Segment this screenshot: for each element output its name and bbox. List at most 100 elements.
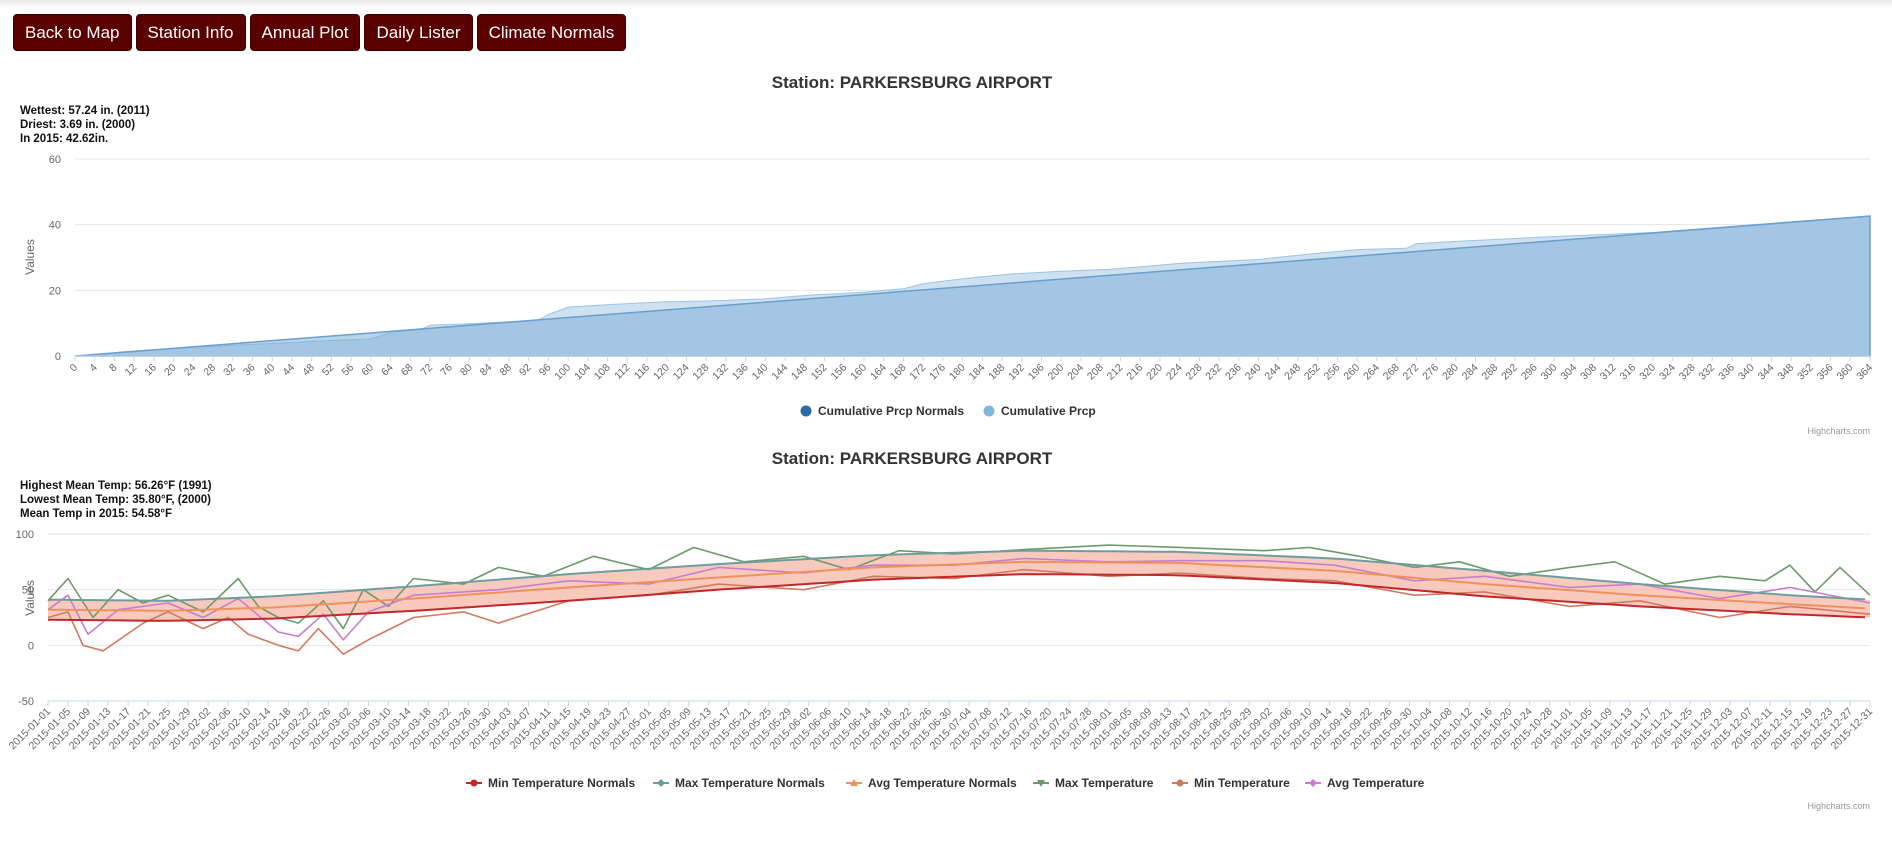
temperature-chart: Station: PARKERSBURG AIRPORT Highest Mea… xyxy=(7,449,1876,811)
station-info-button[interactable]: Station Info xyxy=(135,14,246,51)
avg-temperature-normals-line[interactable] xyxy=(47,560,1866,612)
y-axis-ticks: -50 0 50 100 xyxy=(16,529,34,708)
x-tick-label: 224 xyxy=(1164,362,1185,383)
x-tick-label: 312 xyxy=(1598,362,1619,383)
x-tick-label: 44 xyxy=(280,362,297,379)
legend-item-max-temperature[interactable]: Max Temperature xyxy=(1033,776,1154,790)
legend-marker xyxy=(657,779,665,787)
x-tick-label: 236 xyxy=(1223,362,1244,383)
legend-marker xyxy=(1176,779,1184,787)
x-tick-label: 112 xyxy=(612,362,632,382)
x-tick-label: 260 xyxy=(1341,362,1362,383)
y-axis-label: Values xyxy=(23,580,37,616)
x-tick-label: 176 xyxy=(927,362,948,383)
x-tick-label: 148 xyxy=(789,362,810,383)
x-tick-label: 124 xyxy=(671,362,692,383)
credit-link[interactable]: Highcharts.com xyxy=(1807,801,1870,811)
x-tick-label: 20 xyxy=(162,362,179,379)
legend-item-cumulative-prcp-normals[interactable]: Cumulative Prcp Normals xyxy=(800,404,965,418)
annotation-wettest: Wettest: 57.24 in. (2011) xyxy=(20,105,150,117)
legend-item-max-temperature-normals[interactable]: Max Temperature Normals xyxy=(653,776,825,790)
climate-normals-button[interactable]: Climate Normals xyxy=(476,14,627,51)
x-tick-label: 252 xyxy=(1302,362,1323,383)
x-tick-label: 132 xyxy=(710,362,731,383)
legend-item-avg-temperature-normals[interactable]: Avg Temperature Normals xyxy=(846,776,1017,790)
legend-label: Min Temperature xyxy=(1194,776,1290,790)
y-tick-label: 40 xyxy=(49,220,61,232)
x-tick-label: 272 xyxy=(1401,362,1422,383)
x-tick-label: 120 xyxy=(651,362,672,383)
y-axis-ticks: 0 20 40 60 xyxy=(49,154,61,363)
x-tick-label: 228 xyxy=(1184,362,1205,383)
legend-item-min-temperature-normals[interactable]: Min Temperature Normals xyxy=(466,776,635,790)
x-tick-label: 28 xyxy=(201,362,218,379)
annotation-current-year: In 2015: 42.62in. xyxy=(20,133,108,145)
annotation-lowest-mean: Lowest Mean Temp: 35.80°F, (2000) xyxy=(20,494,211,506)
x-tick-label: 32 xyxy=(221,362,238,379)
legend-label: Avg Temperature xyxy=(1327,776,1425,790)
x-tick-label: 360 xyxy=(1835,362,1856,383)
x-tick-label: 280 xyxy=(1440,362,1461,383)
annotation-driest: Driest: 3.69 in. (2000) xyxy=(20,119,135,131)
precipitation-chart: Station: PARKERSBURG AIRPORT Wettest: 57… xyxy=(20,73,1875,436)
x-tick-label: 344 xyxy=(1756,362,1777,383)
x-axis-ticks: 2015-01-012015-01-052015-01-092015-01-13… xyxy=(7,701,1875,752)
x-tick-label: 232 xyxy=(1203,362,1224,383)
legend-item-avg-temperature[interactable]: Avg Temperature xyxy=(1305,776,1425,790)
legend-item-min-temperature[interactable]: Min Temperature xyxy=(1172,776,1290,790)
x-tick-label: 180 xyxy=(947,362,968,383)
legend-label: Cumulative Prcp Normals xyxy=(818,404,964,418)
x-tick-label: 352 xyxy=(1795,362,1816,383)
legend-marker xyxy=(983,405,995,417)
annual-plot-button[interactable]: Annual Plot xyxy=(249,14,361,51)
x-tick-label: 64 xyxy=(379,362,396,379)
y-tick-label: 0 xyxy=(55,351,61,363)
x-tick-label: 200 xyxy=(1046,362,1067,383)
back-to-map-button[interactable]: Back to Map xyxy=(13,14,132,51)
x-tick-label: 204 xyxy=(1065,362,1086,383)
x-axis-ticks: 0 4 8 12 16 20 24 28 32 36 40 44 48 52 56 60 64 68 72 76 80 8… xyxy=(68,356,1875,383)
daily-lister-button[interactable]: Daily Lister xyxy=(364,14,473,51)
x-tick-label: 284 xyxy=(1460,362,1481,383)
y-tick-label: 0 xyxy=(28,640,34,652)
x-tick-label: 304 xyxy=(1558,362,1579,383)
x-tick-label: 324 xyxy=(1657,362,1678,383)
cumulative-prcp-normals-area[interactable] xyxy=(74,215,1871,357)
nav-bar: Back to Map Station Info Annual Plot Dai… xyxy=(13,14,627,51)
chart-title: Station: PARKERSBURG AIRPORT xyxy=(772,449,1053,468)
x-tick-label: 240 xyxy=(1243,362,1264,383)
top-shadow xyxy=(0,0,1892,8)
x-tick-label: 276 xyxy=(1420,362,1441,383)
x-tick-label: 24 xyxy=(182,362,199,379)
y-axis-label: Values xyxy=(23,239,37,275)
x-tick-label: 52 xyxy=(320,362,337,379)
x-tick-label: 16 xyxy=(142,362,159,379)
x-tick-label: 80 xyxy=(458,362,475,379)
legend-marker xyxy=(800,405,812,417)
legend-item-cumulative-prcp[interactable]: Cumulative Prcp xyxy=(983,404,1096,418)
credit-link[interactable]: Highcharts.com xyxy=(1807,426,1870,436)
x-tick-label: 136 xyxy=(730,362,751,383)
x-tick-label: 156 xyxy=(829,362,850,383)
x-tick-label: 60 xyxy=(359,362,376,379)
x-tick-label: 244 xyxy=(1262,362,1283,383)
x-tick-label: 208 xyxy=(1085,362,1106,383)
max-temperature-normals-line[interactable] xyxy=(47,549,1866,602)
x-tick-label: 212 xyxy=(1105,362,1126,383)
x-tick-label: 96 xyxy=(537,362,554,379)
legend-marker xyxy=(470,779,478,787)
x-tick-label: 128 xyxy=(690,362,711,383)
min-temperature-normals-line[interactable] xyxy=(47,573,1866,622)
x-tick-label: 320 xyxy=(1637,362,1658,383)
legend-label: Avg Temperature Normals xyxy=(868,776,1017,790)
legend-label: Cumulative Prcp xyxy=(1001,404,1096,418)
x-tick-label: 336 xyxy=(1716,362,1737,383)
x-tick-label: 72 xyxy=(418,362,435,379)
x-tick-label: 160 xyxy=(848,362,869,383)
x-tick-label: 216 xyxy=(1124,362,1145,383)
avg-temperature-line[interactable] xyxy=(47,557,1871,641)
annotation-highest-mean: Highest Mean Temp: 56.26°F (1991) xyxy=(20,480,212,492)
y-tick-label: 50 xyxy=(22,585,34,597)
x-tick-label: 108 xyxy=(592,362,613,383)
x-tick-label: 36 xyxy=(241,362,258,379)
